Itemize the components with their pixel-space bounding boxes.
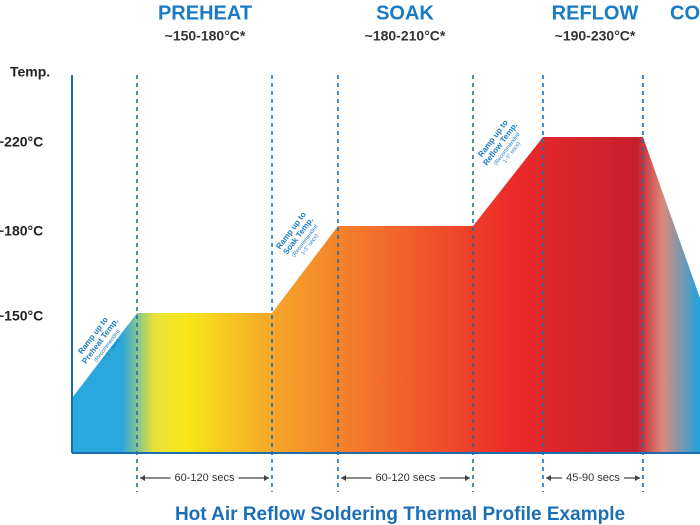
y-tick-label: ~150°C: [0, 308, 43, 324]
duration-bg: [371, 470, 440, 486]
durations: 60-120 secs 60-120 secs 45-90 secs: [140, 470, 640, 486]
phase-name: PREHEAT: [158, 2, 252, 24]
duration-label: 45-90 secs: [566, 472, 620, 484]
y-axis-label: Temp.: [10, 64, 50, 80]
phase-name: CO: [670, 2, 700, 24]
ramp-label: Ramp up to Soak Temp. (Recommended 1-3° …: [274, 210, 320, 259]
title: Hot Air Reflow Soldering Thermal Profile…: [175, 504, 625, 525]
phase-dividers: [136, 75, 644, 492]
phase-range: ~180-210°C*: [365, 28, 446, 44]
phase-range: ~150-180°C*: [165, 28, 246, 44]
phase-name: REFLOW: [552, 2, 639, 24]
y-tick-label: ~220°C: [0, 134, 43, 150]
profile-area: [72, 137, 700, 453]
duration-label: 60-120 secs: [376, 472, 436, 484]
y-tick-label: ~180°C: [0, 223, 43, 239]
phase-name: SOAK: [376, 2, 434, 24]
duration-label: 60-120 secs: [175, 472, 235, 484]
phase-range: ~190-230°C*: [555, 28, 636, 44]
duration-bg: [562, 470, 624, 486]
duration-bg: [170, 470, 239, 486]
